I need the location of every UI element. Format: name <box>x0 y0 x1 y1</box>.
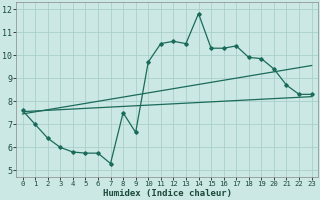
X-axis label: Humidex (Indice chaleur): Humidex (Indice chaleur) <box>103 189 232 198</box>
